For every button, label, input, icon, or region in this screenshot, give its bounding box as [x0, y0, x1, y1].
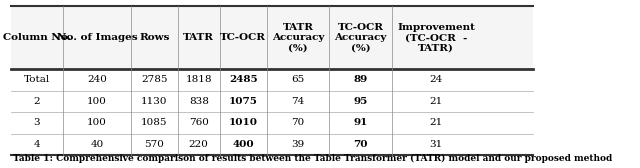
Text: 760: 760: [189, 118, 209, 127]
Text: 4: 4: [33, 140, 40, 149]
Bar: [11, 6, 533, 69]
Text: 40: 40: [90, 140, 104, 149]
Text: TATR
Accuracy
(%): TATR Accuracy (%): [272, 23, 324, 53]
Text: 39: 39: [291, 140, 305, 149]
Text: 65: 65: [291, 75, 305, 84]
Text: TC-OCR
Accuracy
(%): TC-OCR Accuracy (%): [334, 23, 387, 53]
Text: 21: 21: [429, 118, 443, 127]
Text: 2: 2: [33, 97, 40, 106]
Text: 3: 3: [33, 118, 40, 127]
Text: 240: 240: [87, 75, 107, 84]
Text: Total: Total: [24, 75, 50, 84]
Text: 1085: 1085: [141, 118, 168, 127]
Text: 91: 91: [353, 118, 368, 127]
Text: TC-OCR: TC-OCR: [220, 33, 266, 42]
Text: 1818: 1818: [186, 75, 212, 84]
Text: 2485: 2485: [229, 75, 257, 84]
Text: 95: 95: [353, 97, 368, 106]
Text: 570: 570: [145, 140, 164, 149]
Text: 70: 70: [291, 118, 305, 127]
Text: 70: 70: [353, 140, 368, 149]
Text: 100: 100: [87, 97, 107, 106]
Text: Improvement
(TC-OCR  -
TATR): Improvement (TC-OCR - TATR): [397, 23, 476, 53]
Text: 1010: 1010: [228, 118, 258, 127]
Text: Table 1: Comprehensive comparison of results between the Table Transformer (TATR: Table 1: Comprehensive comparison of res…: [13, 154, 612, 163]
Text: 220: 220: [189, 140, 209, 149]
Text: Rows: Rows: [139, 33, 170, 42]
Text: 89: 89: [353, 75, 368, 84]
Text: Column No.: Column No.: [3, 33, 71, 42]
Text: 400: 400: [232, 140, 254, 149]
Text: No. of Images: No. of Images: [56, 33, 137, 42]
Text: 21: 21: [429, 97, 443, 106]
Text: 74: 74: [291, 97, 305, 106]
Text: 100: 100: [87, 118, 107, 127]
Text: 1075: 1075: [228, 97, 257, 106]
Text: 31: 31: [429, 140, 443, 149]
Text: TATR: TATR: [183, 33, 214, 42]
Text: 1130: 1130: [141, 97, 168, 106]
Text: 838: 838: [189, 97, 209, 106]
Text: 24: 24: [429, 75, 443, 84]
Text: 2785: 2785: [141, 75, 168, 84]
